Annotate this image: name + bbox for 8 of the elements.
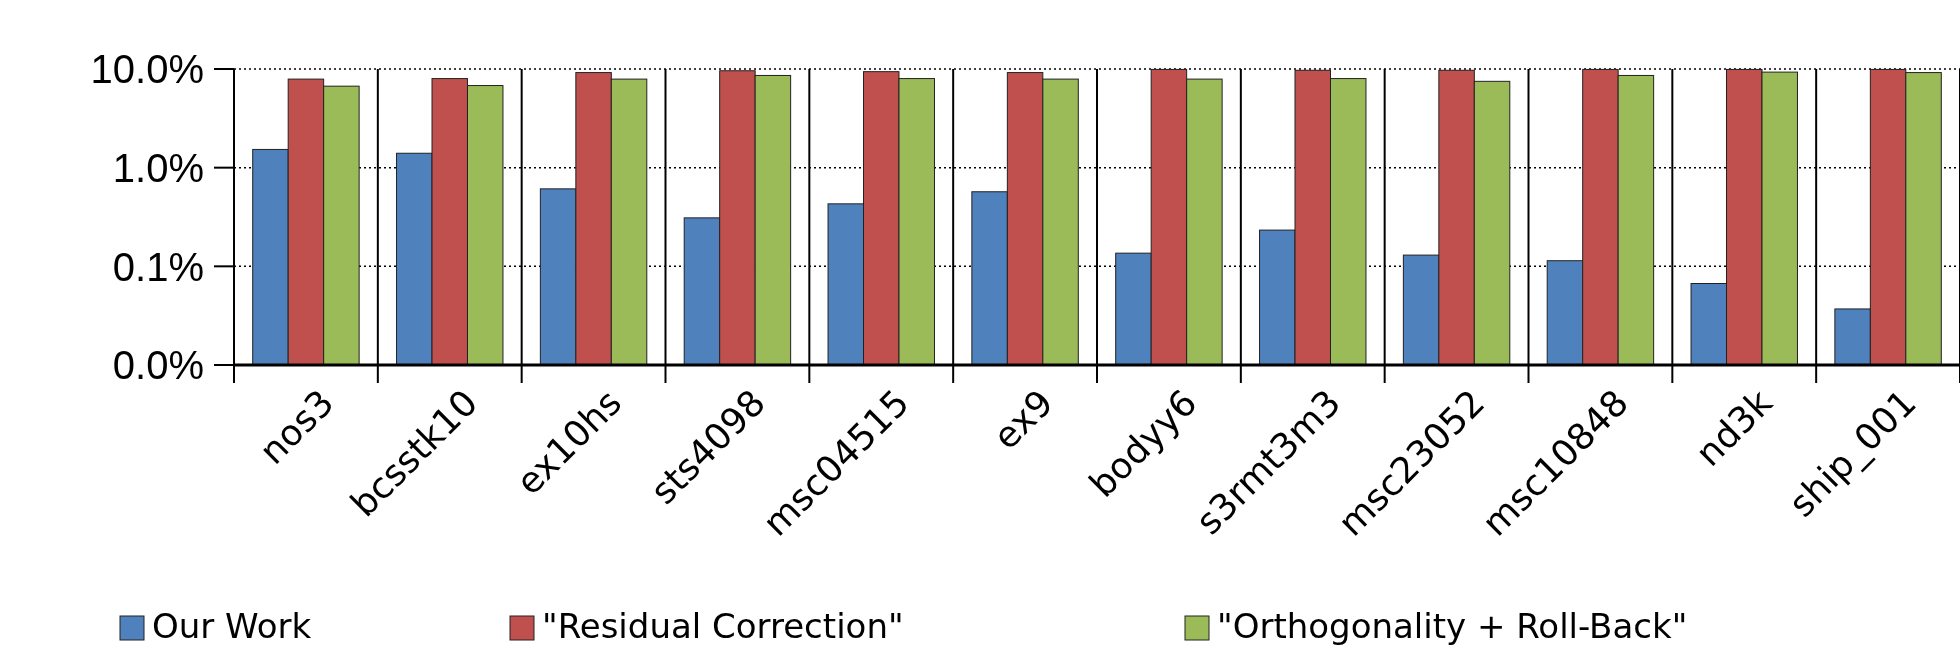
legend-label: "Orthogonality + Roll-Back" xyxy=(1217,606,1688,647)
x-tick-label: ex9 xyxy=(985,381,1061,458)
y-tick-label: 0.0% xyxy=(112,343,204,388)
legend-label: Our Work xyxy=(152,606,312,647)
y-tick-label: 0.1% xyxy=(112,244,204,289)
y-tick-label: 1.0% xyxy=(112,146,204,191)
legend-label: "Residual Correction" xyxy=(542,606,904,647)
y-tick-label: 10.0% xyxy=(90,47,204,92)
